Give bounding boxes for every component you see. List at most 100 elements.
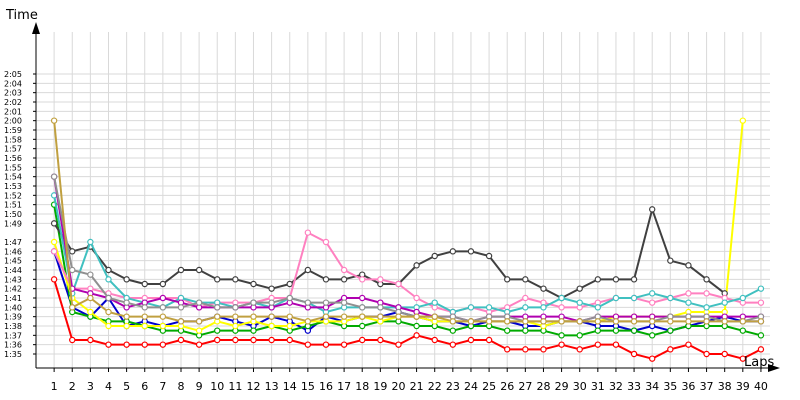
data-point (667, 318, 674, 325)
data-point (504, 318, 511, 325)
data-point (449, 327, 457, 334)
x-tick-label: 13 (265, 380, 279, 393)
data-point (286, 294, 293, 302)
data-point (504, 276, 511, 283)
data-point (195, 327, 203, 334)
y-tick-label: 1:45 (4, 257, 22, 266)
data-point (377, 276, 384, 283)
x-tick-label: 31 (591, 380, 605, 393)
data-point (159, 341, 167, 348)
data-point (87, 294, 94, 302)
y-tick-labels: 1:351:361:371:381:391:401:411:421:431:44… (4, 70, 36, 359)
data-point (648, 318, 656, 325)
data-point (250, 336, 257, 344)
data-point (413, 262, 420, 269)
data-point (739, 327, 747, 334)
data-point (522, 304, 529, 311)
data-point (304, 318, 312, 325)
data-point (286, 322, 293, 330)
data-point (467, 248, 475, 255)
data-point (250, 327, 257, 334)
data-point (576, 346, 583, 353)
data-point (594, 304, 602, 311)
data-point (159, 313, 167, 320)
data-point (268, 299, 275, 306)
data-point (105, 308, 112, 316)
data-point (177, 304, 185, 311)
y-tick-label: 1:58 (4, 135, 22, 144)
data-point (377, 313, 384, 320)
data-point (449, 248, 457, 255)
x-tick-label: 23 (446, 380, 460, 393)
y-tick-label: 2:01 (4, 107, 22, 116)
y-tick-label: 1:36 (4, 341, 22, 350)
data-point (558, 318, 565, 325)
data-point (232, 336, 239, 344)
data-point (594, 276, 602, 283)
y-tick-label: 1:57 (4, 145, 22, 154)
data-point (703, 350, 710, 358)
data-point (105, 266, 112, 274)
data-point (359, 294, 366, 302)
data-point (685, 290, 692, 297)
data-point (322, 313, 330, 320)
data-point (304, 341, 312, 348)
data-point (594, 341, 602, 348)
data-point (576, 285, 583, 292)
y-tick-label: 1:55 (4, 163, 22, 172)
data-point (757, 318, 765, 325)
y-tick-label: 1:49 (4, 219, 22, 228)
x-tick-label: 21 (410, 380, 424, 393)
data-point (123, 341, 130, 348)
data-point (594, 318, 602, 325)
x-tick-label: 35 (663, 380, 677, 393)
data-point (141, 280, 148, 288)
data-point (214, 313, 221, 320)
series-3 (50, 201, 765, 339)
data-point (340, 313, 348, 320)
data-point (50, 276, 58, 283)
x-tick-label: 40 (754, 380, 768, 393)
data-point (340, 341, 348, 348)
data-point (522, 318, 529, 325)
y-tick-label: 1:40 (4, 303, 22, 312)
data-point (177, 336, 185, 344)
data-point (721, 299, 728, 306)
data-point (739, 318, 747, 325)
data-point (159, 294, 167, 302)
data-point (667, 327, 674, 334)
data-point (105, 322, 112, 330)
x-tick-label: 3 (87, 380, 94, 393)
data-point (540, 346, 547, 353)
data-point (558, 341, 565, 348)
y-tick-label: 1:47 (4, 238, 22, 247)
data-point (359, 304, 366, 311)
data-point (322, 276, 330, 283)
data-point (703, 304, 710, 311)
data-point (50, 248, 58, 255)
data-point (250, 313, 257, 320)
data-point (87, 271, 94, 278)
data-point (667, 294, 674, 302)
x-tick-label: 11 (228, 380, 242, 393)
data-point (630, 318, 638, 325)
data-point (739, 117, 747, 124)
data-point (576, 332, 583, 339)
data-point (141, 322, 148, 330)
x-tick-label: 25 (482, 380, 496, 393)
data-point (612, 318, 620, 325)
data-point (540, 285, 547, 292)
data-point (195, 341, 203, 348)
x-tick-label: 39 (736, 380, 750, 393)
series-line (53, 120, 761, 323)
data-point (159, 304, 167, 311)
x-tick-label: 18 (355, 380, 369, 393)
y-axis-title: Time (5, 8, 38, 23)
y-tick-label: 1:43 (4, 275, 22, 284)
x-tick-label: 4 (105, 380, 112, 393)
data-point (69, 248, 76, 255)
data-point (304, 229, 312, 236)
data-point (721, 318, 728, 325)
data-point (195, 318, 203, 325)
